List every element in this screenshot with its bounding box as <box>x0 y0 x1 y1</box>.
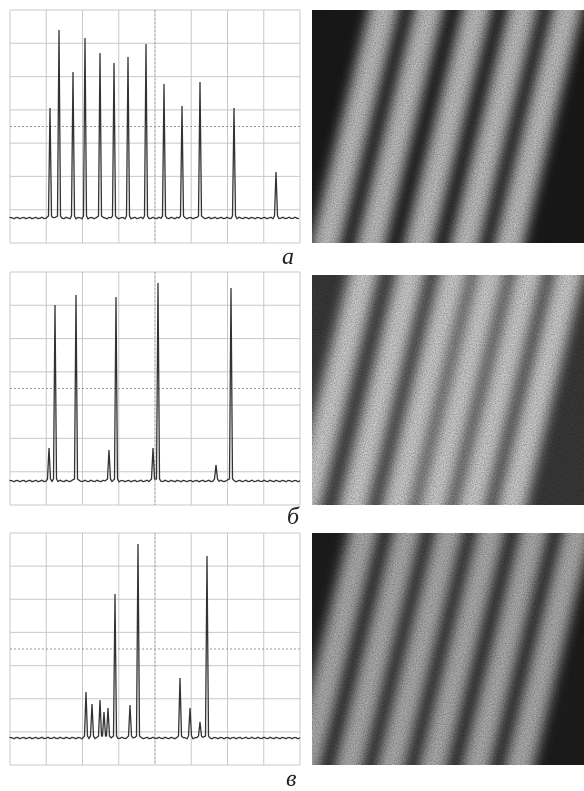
trace <box>9 282 301 483</box>
panel-label: в <box>286 766 296 791</box>
photo <box>312 533 584 765</box>
speckle <box>312 10 584 243</box>
panel-label: б <box>287 504 300 530</box>
photo <box>312 275 584 505</box>
trace <box>9 29 300 220</box>
speckle <box>312 533 584 765</box>
trace <box>9 543 301 740</box>
speckle <box>312 275 584 505</box>
panel-label: а <box>282 244 294 270</box>
photo <box>312 10 584 243</box>
